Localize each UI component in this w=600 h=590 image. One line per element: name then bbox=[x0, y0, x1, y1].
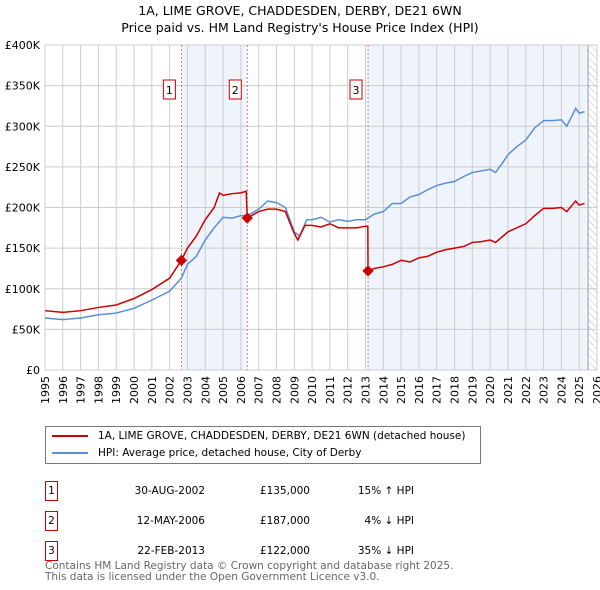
sale-marker-label: 1 bbox=[166, 84, 173, 97]
price-paid-line bbox=[44, 190, 585, 314]
footer-line-2: This data is licensed under the Open Gov… bbox=[45, 571, 380, 583]
x-tick-label: 1998 bbox=[92, 376, 105, 404]
sale-marker-box bbox=[228, 79, 242, 100]
x-tick-label: 2020 bbox=[484, 376, 497, 404]
x-tick-label: 1996 bbox=[57, 376, 70, 404]
x-tick-label: 2009 bbox=[288, 376, 301, 404]
x-tick-label: 2010 bbox=[306, 376, 319, 404]
y-tick-label: £100K bbox=[5, 283, 41, 296]
x-tick-label: 2022 bbox=[520, 376, 533, 404]
sales-table: 1 30-AUG-2002 £135,000 15% ↑ HPI 2 12-MAY… bbox=[45, 476, 414, 566]
x-tick-label: 2016 bbox=[413, 376, 426, 404]
y-tick-label: £250K bbox=[5, 161, 41, 174]
x-tick-label: 2007 bbox=[253, 376, 266, 404]
x-tick-label: 2008 bbox=[270, 376, 283, 404]
sale-date: 12-MAY-2006 bbox=[136, 515, 205, 527]
footer: Contains HM Land Registry data © Crown c… bbox=[45, 561, 453, 583]
legend-label: HPI: Average price, detached house, City… bbox=[98, 447, 362, 459]
x-tick-label: 2012 bbox=[342, 376, 355, 404]
sale-date: 22-FEB-2013 bbox=[137, 545, 205, 557]
sale-hpi-diff: 4% ↓ HPI bbox=[364, 515, 414, 527]
sale-price: £187,000 bbox=[259, 515, 310, 527]
x-tick-label: 2005 bbox=[217, 376, 230, 404]
hpi-line bbox=[44, 106, 585, 321]
x-tick-label: 1997 bbox=[75, 376, 88, 404]
sale-row: 3 22-FEB-2013 £122,000 35% ↓ HPI bbox=[45, 536, 414, 566]
sale-price: £122,000 bbox=[259, 545, 310, 557]
x-tick-label: 1995 bbox=[39, 376, 52, 404]
x-tick-label: 2015 bbox=[395, 376, 408, 404]
x-tick-label: 2013 bbox=[360, 376, 373, 404]
sale-marker-label: 2 bbox=[232, 84, 239, 97]
sale-price: £135,000 bbox=[259, 485, 310, 497]
y-tick-label: £50K bbox=[12, 323, 41, 336]
y-tick-label: £0 bbox=[26, 364, 40, 377]
sale-marker-box bbox=[349, 79, 363, 100]
legend: 1A, LIME GROVE, CHADDESDEN, DERBY, DE21 … bbox=[45, 426, 481, 464]
x-tick-label: 2000 bbox=[128, 376, 141, 404]
x-tick-label: 2024 bbox=[555, 376, 568, 404]
x-tick-label: 2019 bbox=[466, 376, 479, 404]
sale-hpi-diff: 15% ↑ HPI bbox=[357, 485, 414, 497]
y-tick-label: £200K bbox=[5, 202, 41, 215]
x-tick-label: 2026 bbox=[591, 376, 600, 404]
x-tick-label: 2001 bbox=[146, 376, 159, 404]
plot-area: 1995 1996 1997 1998 1999 2000 2001 2002 2003 2004… bbox=[5, 39, 600, 404]
sale-marker-box bbox=[162, 79, 176, 100]
footer-line-1: Contains HM Land Registry data © Crown c… bbox=[45, 560, 454, 572]
sale-marker-label: 1 bbox=[45, 481, 58, 501]
sale-hpi-diff: 35% ↓ HPI bbox=[357, 545, 414, 557]
y-tick-label: £400K bbox=[5, 39, 41, 52]
x-tick-label: 2004 bbox=[199, 376, 212, 404]
x-tick-label: 2003 bbox=[181, 376, 194, 404]
sale-row: 2 12-MAY-2006 £187,000 4% ↓ HPI bbox=[45, 506, 414, 536]
legend-item-hpi: HPI: Average price, detached house, City… bbox=[52, 447, 361, 459]
sale-point bbox=[241, 212, 253, 224]
x-tick-label: 2021 bbox=[502, 376, 515, 404]
sale-date: 30-AUG-2002 bbox=[134, 485, 205, 497]
x-tick-label: 2025 bbox=[573, 376, 586, 404]
legend-swatch-red bbox=[52, 435, 88, 437]
legend-swatch-blue bbox=[52, 452, 88, 454]
sale-marker-label: 3 bbox=[45, 541, 58, 561]
sale-row: 1 30-AUG-2002 £135,000 15% ↑ HPI bbox=[45, 476, 414, 506]
plot-border bbox=[44, 44, 598, 371]
sale-marker-label: 2 bbox=[45, 511, 58, 531]
x-tick-label: 2011 bbox=[324, 376, 337, 404]
x-tick-label: 2018 bbox=[449, 376, 462, 404]
legend-label: 1A, LIME GROVE, CHADDESDEN, DERBY, DE21 … bbox=[98, 430, 466, 442]
x-tick-label: 2002 bbox=[164, 376, 177, 404]
sale-marker-label: 3 bbox=[353, 84, 360, 97]
title-line-1: 1A, LIME GROVE, CHADDESDEN, DERBY, DE21 … bbox=[138, 3, 462, 18]
y-tick-label: £300K bbox=[5, 120, 41, 133]
chart-title: 1A, LIME GROVE, CHADDESDEN, DERBY, DE21 … bbox=[0, 2, 600, 36]
sale-point bbox=[362, 265, 374, 277]
legend-item-property: 1A, LIME GROVE, CHADDESDEN, DERBY, DE21 … bbox=[52, 430, 465, 442]
x-tick-label: 2014 bbox=[377, 376, 390, 404]
x-tick-label: 2017 bbox=[431, 376, 444, 404]
x-tick-label: 1999 bbox=[110, 376, 123, 404]
x-tick-label: 2006 bbox=[235, 376, 248, 404]
y-tick-label: £150K bbox=[5, 242, 41, 255]
sale-point bbox=[175, 254, 188, 266]
x-tick-label: 2023 bbox=[538, 376, 551, 404]
y-tick-label: £350K bbox=[5, 80, 41, 93]
title-line-2: Price paid vs. HM Land Registry's House … bbox=[121, 20, 479, 35]
